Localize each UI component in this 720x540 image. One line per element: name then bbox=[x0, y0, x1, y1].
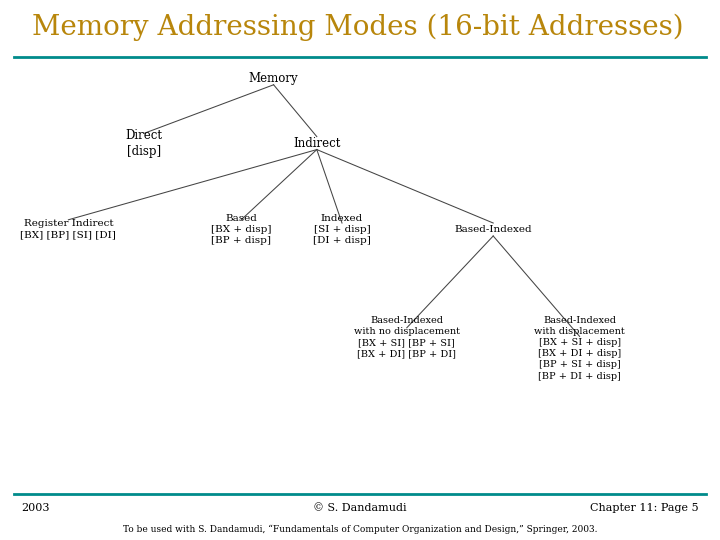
Text: Indexed
[SI + disp]
[DI + disp]: Indexed [SI + disp] [DI + disp] bbox=[313, 214, 371, 245]
Text: © S. Dandamudi: © S. Dandamudi bbox=[313, 503, 407, 514]
Text: Direct
[disp]: Direct [disp] bbox=[125, 129, 163, 158]
Text: Memory: Memory bbox=[249, 72, 298, 85]
Text: 2003: 2003 bbox=[22, 503, 50, 514]
Text: Based-Indexed
with no displacement
[BX + SI] [BP + SI]
[BX + DI] [BP + DI]: Based-Indexed with no displacement [BX +… bbox=[354, 316, 460, 359]
Text: Based-Indexed: Based-Indexed bbox=[454, 225, 532, 234]
Text: Chapter 11: Page 5: Chapter 11: Page 5 bbox=[590, 503, 698, 514]
Text: To be used with S. Dandamudi, “Fundamentals of Computer Organization and Design,: To be used with S. Dandamudi, “Fundament… bbox=[122, 525, 598, 534]
Text: Indirect: Indirect bbox=[293, 137, 341, 150]
Text: Memory Addressing Modes (16-bit Addresses): Memory Addressing Modes (16-bit Addresse… bbox=[32, 14, 684, 41]
Text: Based
[BX + disp]
[BP + disp]: Based [BX + disp] [BP + disp] bbox=[211, 214, 271, 245]
Text: Based-Indexed
with displacement
[BX + SI + disp]
[BX + DI + disp]
[BP + SI + dis: Based-Indexed with displacement [BX + SI… bbox=[534, 316, 625, 381]
Text: Register Indirect
[BX] [BP] [SI] [DI]: Register Indirect [BX] [BP] [SI] [DI] bbox=[20, 219, 117, 240]
